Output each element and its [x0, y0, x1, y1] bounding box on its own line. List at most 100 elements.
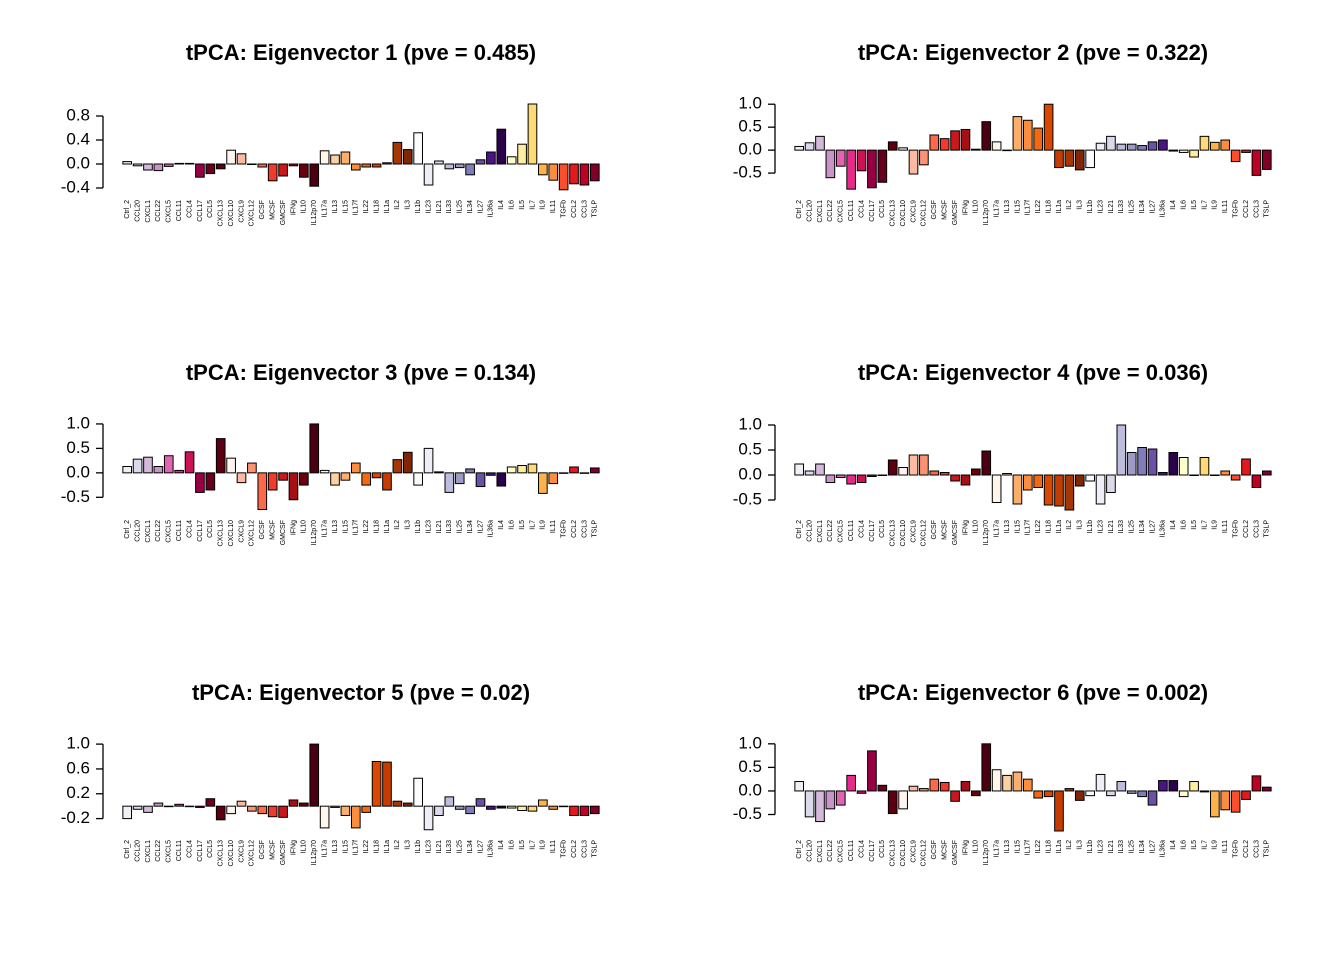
x-tick-label: IL18: [373, 520, 380, 534]
x-tick-label: IL5: [1191, 520, 1198, 530]
x-tick-label: IL11: [550, 840, 557, 853]
bar: [1126, 452, 1137, 476]
bar: [1241, 790, 1251, 800]
bar: [423, 447, 434, 474]
x-tick-label: IL9: [540, 200, 547, 210]
bar: [1147, 790, 1158, 806]
bar: [257, 472, 268, 511]
bar: [1199, 457, 1210, 476]
bar: [887, 790, 898, 815]
bar: [319, 469, 330, 474]
bar: [939, 472, 950, 476]
bar: [434, 471, 444, 474]
bar: [939, 138, 950, 151]
bar: [517, 143, 527, 165]
bar: [589, 805, 600, 815]
y-tick-label: 0.5: [66, 438, 90, 457]
x-tick-label: IL1b: [415, 200, 422, 214]
x-tick-label: CXCL9: [910, 200, 917, 223]
bar: [205, 472, 216, 491]
x-tick-label: CCL17: [869, 840, 876, 862]
x-tick-label: CCL4: [858, 840, 865, 858]
bar: [1230, 149, 1241, 163]
x-tick-label: IL27: [1149, 840, 1156, 854]
x-tick-label: IL36a: [488, 200, 495, 218]
x-tick-label: IL17a: [321, 840, 328, 858]
bar: [877, 149, 888, 183]
bar: [950, 790, 960, 802]
bar: [1251, 474, 1262, 488]
bar: [929, 470, 940, 476]
x-tick-label: IL1a: [1056, 200, 1063, 214]
y-tick-label: 0.5: [738, 757, 762, 776]
bar: [877, 784, 888, 792]
x-tick-label: GMCSF: [280, 840, 287, 865]
bar: [299, 472, 309, 486]
bar: [887, 459, 898, 476]
x-tick-label: CXCL13: [218, 840, 225, 867]
bar: [1220, 790, 1231, 811]
bar: [1199, 135, 1210, 151]
y-tick-label: 0.8: [66, 105, 90, 124]
x-tick-label: CCL3: [1253, 520, 1260, 538]
bar: [444, 472, 455, 493]
x-tick-label: IL7: [1201, 520, 1208, 530]
bar: [1158, 472, 1168, 476]
x-tick-label: IL27: [477, 200, 484, 214]
bar: [569, 466, 579, 474]
x-tick-label: GMCSF: [280, 520, 287, 545]
x-tick-label: IL1b: [415, 840, 422, 854]
bar: [1220, 139, 1231, 151]
bar: [538, 472, 548, 494]
x-tick-label: TGFb: [1232, 200, 1239, 218]
bar: [226, 805, 236, 815]
bar: [361, 805, 372, 813]
x-tick-label: IL1a: [1056, 840, 1063, 854]
x-tick-label: IL15: [1014, 200, 1021, 214]
bar: [815, 135, 825, 151]
y-tick-label: 0.0: [738, 780, 762, 799]
x-tick-label: Ctrl_2: [796, 840, 803, 859]
bar: [898, 467, 908, 476]
bar: [1074, 790, 1085, 801]
bar: [919, 454, 929, 476]
x-tick-label: CXCL5: [166, 200, 173, 223]
x-tick-label: TSLP: [592, 840, 599, 858]
bar: [825, 149, 836, 179]
chart-title: tPCA: Eigenvector 4 (pve = 0.036): [858, 360, 1208, 385]
bar: [835, 474, 846, 478]
x-tick-label: CXCL5: [838, 840, 845, 863]
x-tick-label: IL9: [540, 520, 547, 530]
bar: [454, 805, 465, 810]
x-tick-label: IL15: [342, 200, 349, 214]
panel: tPCA: Eigenvector 5 (pve = 0.02) -0.2 0.2 0…: [61, 680, 600, 867]
x-tick-label: IL9: [1212, 520, 1219, 530]
x-tick-label: CCL3: [1253, 840, 1260, 858]
x-tick-label: IL17a: [321, 200, 328, 218]
x-tick-label: CCL4: [186, 520, 193, 538]
x-tick-label: IL25: [1129, 200, 1136, 214]
x-tick-label: IL1b: [415, 520, 422, 534]
x-tick-label: CXCL10: [228, 520, 235, 547]
bar: [1033, 127, 1044, 151]
x-tick-label: CXCL12: [921, 200, 928, 227]
bar: [846, 774, 856, 792]
x-tick-label: CXCL13: [890, 200, 897, 227]
bar: [804, 790, 815, 818]
bar: [330, 154, 340, 165]
x-tick-label: CCL22: [827, 840, 834, 862]
x-tick-label: IL13: [1004, 840, 1011, 854]
bar: [392, 141, 403, 165]
bar: [226, 149, 236, 165]
bar: [527, 103, 538, 165]
bar: [267, 163, 278, 182]
bar: [1241, 458, 1251, 476]
bar: [465, 468, 475, 474]
bar: [794, 463, 805, 476]
x-tick-label: TGFb: [560, 200, 567, 218]
y-tick-label: -0.5: [61, 487, 90, 506]
x-tick-label: IL2: [1066, 840, 1073, 850]
x-tick-label: CCL20: [134, 200, 141, 222]
x-tick-label: IL12p70: [311, 200, 318, 225]
